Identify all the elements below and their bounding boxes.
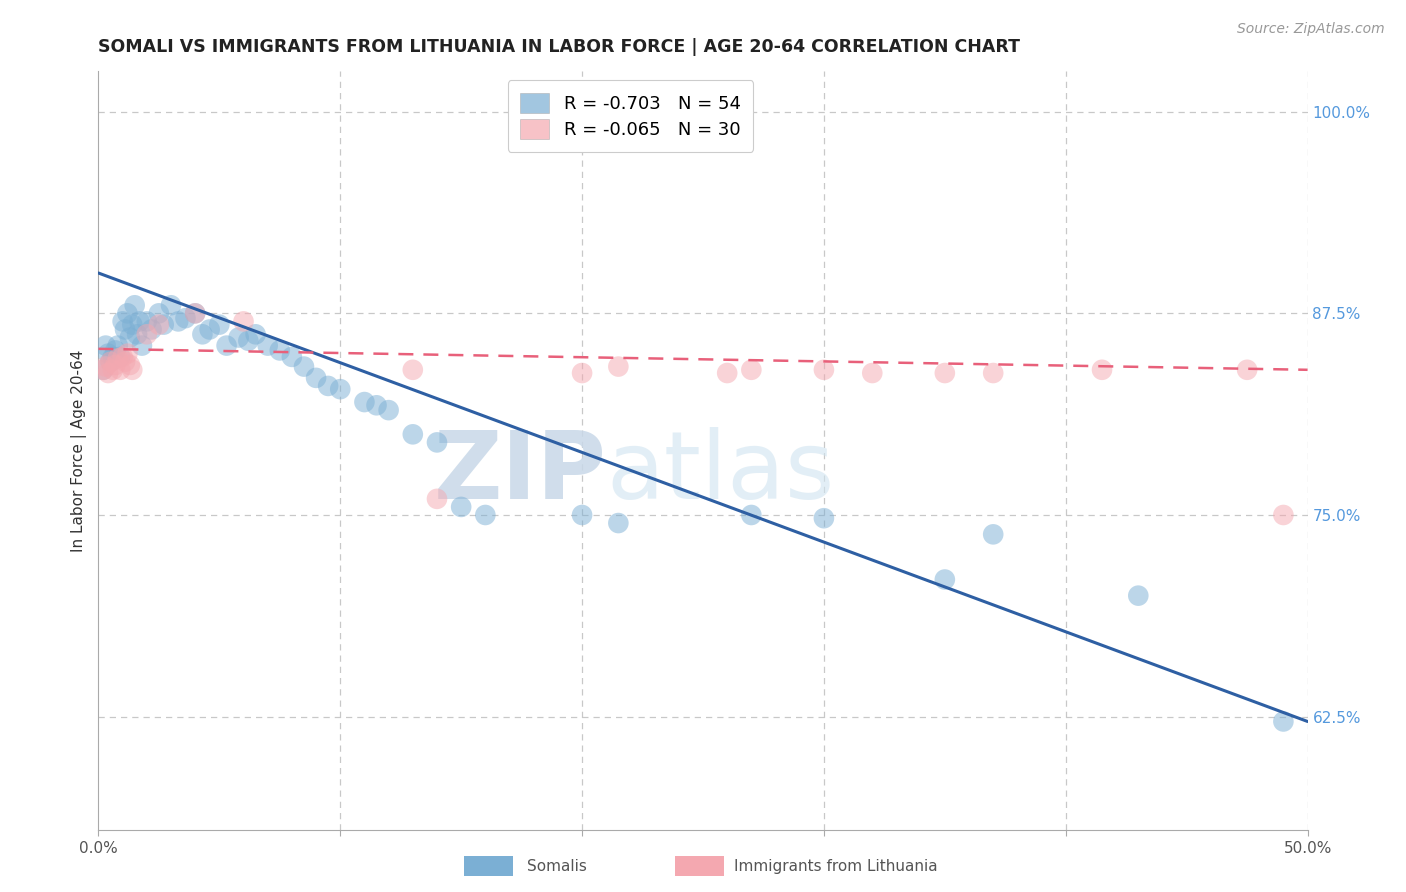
Point bbox=[571, 366, 593, 380]
Point bbox=[104, 343, 127, 358]
Point bbox=[131, 338, 153, 352]
Point bbox=[740, 508, 762, 522]
Point bbox=[934, 573, 956, 587]
Text: Source: ZipAtlas.com: Source: ZipAtlas.com bbox=[1237, 22, 1385, 37]
Point bbox=[426, 435, 449, 450]
Point bbox=[91, 363, 114, 377]
Point bbox=[450, 500, 472, 514]
Point bbox=[191, 327, 214, 342]
Point bbox=[1272, 714, 1295, 729]
Point bbox=[426, 491, 449, 506]
Point bbox=[238, 334, 260, 348]
Point bbox=[740, 363, 762, 377]
Point bbox=[981, 366, 1004, 380]
Point bbox=[101, 363, 124, 377]
Point bbox=[813, 363, 835, 377]
Point bbox=[101, 350, 124, 364]
Text: atlas: atlas bbox=[606, 427, 835, 519]
Point bbox=[148, 306, 170, 320]
Point bbox=[160, 298, 183, 312]
Point bbox=[232, 314, 254, 328]
Text: Somalis: Somalis bbox=[527, 859, 588, 873]
Point bbox=[184, 306, 207, 320]
Point bbox=[152, 318, 174, 332]
Point bbox=[117, 346, 139, 360]
Point bbox=[607, 359, 630, 374]
Point bbox=[1128, 589, 1150, 603]
Point bbox=[269, 343, 291, 358]
Point bbox=[111, 350, 134, 364]
Point bbox=[91, 363, 114, 377]
Point bbox=[215, 338, 238, 352]
Point bbox=[208, 318, 231, 332]
Point bbox=[607, 516, 630, 530]
Point bbox=[292, 359, 315, 374]
Point bbox=[934, 366, 956, 380]
Point bbox=[245, 327, 267, 342]
Point bbox=[107, 338, 129, 352]
Point bbox=[402, 363, 425, 377]
Point bbox=[353, 395, 375, 409]
Point bbox=[117, 306, 139, 320]
Point bbox=[281, 350, 304, 364]
Point bbox=[104, 358, 127, 372]
Point bbox=[100, 355, 122, 369]
Point bbox=[1272, 508, 1295, 522]
Point bbox=[316, 379, 339, 393]
Point bbox=[108, 350, 131, 364]
Point bbox=[474, 508, 496, 522]
Point bbox=[118, 330, 141, 344]
Point bbox=[111, 314, 134, 328]
Point bbox=[135, 327, 157, 342]
Text: Immigrants from Lithuania: Immigrants from Lithuania bbox=[734, 859, 938, 873]
Point bbox=[981, 527, 1004, 541]
Text: SOMALI VS IMMIGRANTS FROM LITHUANIA IN LABOR FORCE | AGE 20-64 CORRELATION CHART: SOMALI VS IMMIGRANTS FROM LITHUANIA IN L… bbox=[98, 38, 1021, 56]
Point bbox=[108, 363, 131, 377]
Point bbox=[402, 427, 425, 442]
Point bbox=[121, 318, 143, 332]
Point bbox=[377, 403, 399, 417]
Text: ZIP: ZIP bbox=[433, 427, 606, 519]
Point bbox=[256, 338, 278, 352]
Point bbox=[121, 363, 143, 377]
Y-axis label: In Labor Force | Age 20-64: In Labor Force | Age 20-64 bbox=[72, 350, 87, 551]
Point bbox=[127, 327, 149, 342]
Point bbox=[167, 314, 190, 328]
Point bbox=[135, 314, 157, 328]
Point bbox=[305, 371, 328, 385]
Point bbox=[94, 338, 117, 352]
Point bbox=[97, 346, 120, 360]
Point bbox=[329, 382, 352, 396]
Point bbox=[114, 355, 136, 369]
Point bbox=[813, 511, 835, 525]
Point bbox=[571, 508, 593, 522]
Point bbox=[1236, 363, 1258, 377]
Point bbox=[124, 298, 146, 312]
Point bbox=[174, 311, 197, 326]
Point bbox=[148, 318, 170, 332]
Point bbox=[184, 306, 207, 320]
Point bbox=[100, 355, 122, 369]
Point bbox=[860, 366, 883, 380]
Point bbox=[118, 358, 141, 372]
Legend: R = -0.703   N = 54, R = -0.065   N = 30: R = -0.703 N = 54, R = -0.065 N = 30 bbox=[508, 80, 754, 152]
Point bbox=[141, 322, 163, 336]
Point bbox=[94, 359, 117, 374]
Point bbox=[228, 330, 250, 344]
Point bbox=[114, 322, 136, 336]
Point bbox=[97, 366, 120, 380]
Point bbox=[1091, 363, 1114, 377]
Point bbox=[366, 398, 388, 412]
Point bbox=[198, 322, 221, 336]
Point bbox=[107, 351, 129, 366]
Point bbox=[716, 366, 738, 380]
Point bbox=[128, 314, 150, 328]
